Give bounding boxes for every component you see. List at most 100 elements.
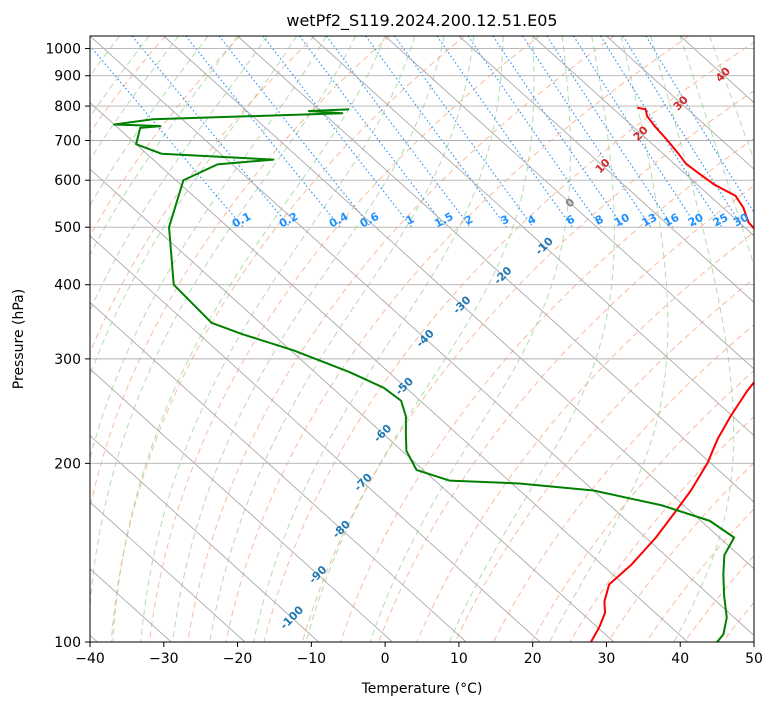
moist-adiabat-line <box>90 36 238 256</box>
dry-adiabats <box>90 36 775 642</box>
mixing-ratio-line <box>436 36 573 228</box>
mixing-ratio-line <box>492 36 625 228</box>
isotherm-line <box>90 301 467 642</box>
mixing-ratio-label: 10 <box>612 211 632 230</box>
moist-adiabat-line <box>90 36 268 312</box>
line-labels: 0.1 0.2 0.4 0.6 1 1.5 2 3 4 6 8 10 13 16 20 25 30 36-100-… <box>230 64 772 632</box>
moist-adiabat-line <box>90 36 298 377</box>
moist-adiabat-line <box>112 36 386 642</box>
x-tick-label: 50 <box>745 651 763 667</box>
moist-adiabat-line <box>305 36 535 642</box>
x-axis-label: Temperature (°C) <box>361 681 483 697</box>
x-tick-label: 20 <box>524 651 542 667</box>
dry-adiabat-line <box>263 41 754 642</box>
mixing-ratio-line <box>365 36 508 228</box>
y-axis-label: Pressure (hPa) <box>11 289 27 389</box>
isotherm-line <box>163 36 754 570</box>
moist-adiabat-line <box>709 36 754 161</box>
mixing-ratio-label: 36 <box>752 211 772 230</box>
mixing-ratio-label: 25 <box>711 211 731 230</box>
pressure-gridlines <box>90 48 754 642</box>
mixing-ratio-label: 4 <box>525 212 538 227</box>
y-tick-label: 1000 <box>45 42 81 58</box>
y-tick-label: 800 <box>54 99 81 115</box>
mixing-ratio-label: 1 <box>404 213 417 228</box>
isotherm-label: -60 <box>371 422 394 445</box>
dry-adiabat-line <box>110 36 465 642</box>
y-tick-label: 100 <box>54 635 81 651</box>
x-tick-label: −20 <box>223 651 253 667</box>
dry-adiabat-line <box>187 36 615 642</box>
moist-adiabat-line <box>90 36 357 613</box>
dry-adiabat-line <box>531 369 754 642</box>
mixing-ratio-line <box>645 36 754 214</box>
y-tick-label: 700 <box>54 133 81 149</box>
x-tick-label: −10 <box>297 651 327 667</box>
dry-adiabat-line <box>722 601 754 642</box>
moist-adiabat-line <box>449 36 615 642</box>
isotherm-line <box>458 36 754 303</box>
moist-adiabat-line <box>650 36 735 642</box>
moist-adiabat-line <box>172 36 445 642</box>
isotherm-line <box>237 36 754 503</box>
x-tick-label: 40 <box>671 651 689 667</box>
y-tick-label: 200 <box>54 456 81 472</box>
dewpoint-profile-line <box>113 108 736 642</box>
moist-adiabat-line <box>369 36 571 642</box>
isotherm-line <box>90 501 246 642</box>
mixing-ratio-line <box>467 36 602 228</box>
mixing-ratio-label: 2 <box>462 213 475 228</box>
dry-adiabat-line <box>569 415 754 642</box>
plot-frame <box>89 35 755 643</box>
plot-area: 0.1 0.2 0.4 0.6 1 1.5 2 3 4 6 8 10 13 16 20 25 30 36-100-… <box>90 36 775 642</box>
isotherm-label: -90 <box>306 563 329 586</box>
mixing-ratio-line <box>185 36 341 228</box>
y-tick-label: 500 <box>54 220 81 236</box>
x-tick-label: 0 <box>381 651 390 667</box>
moist-adiabat-line <box>90 36 150 118</box>
dry-adiabat-line <box>225 36 690 642</box>
mixing-ratio-label: 16 <box>662 211 682 230</box>
x-tick-label: −30 <box>149 651 179 667</box>
isotherm-lines <box>90 36 754 642</box>
isotherm-line <box>90 235 541 642</box>
dry-adiabat-line <box>340 137 754 642</box>
x-tick-label: 30 <box>598 651 616 667</box>
moist-adiabat-line <box>549 36 669 642</box>
isotherm-line <box>90 36 754 636</box>
isotherm-line <box>753 36 754 37</box>
temperature-profile-line <box>590 106 754 642</box>
moist-adiabat-line <box>253 36 504 642</box>
dry-adiabat-line <box>492 324 754 642</box>
mixing-ratio-line <box>600 36 723 228</box>
sounding-series <box>113 106 754 642</box>
moist-adiabat-line <box>90 36 209 207</box>
dry-adiabat-line <box>454 277 754 642</box>
isotherm-label: -100 <box>278 603 307 632</box>
isotherm-line <box>311 36 754 437</box>
dry-adiabat-line <box>645 508 754 642</box>
dry-adiabat-line <box>684 554 754 642</box>
mixing-ratio-line <box>90 44 244 228</box>
mixing-ratio-line <box>262 36 413 228</box>
dry-adiabat-line <box>761 36 775 642</box>
dry-adiabat-line <box>301 90 754 642</box>
mixing-ratio-line <box>394 36 534 228</box>
mixing-ratio-line <box>546 36 674 228</box>
mixing-ratio-label: 20 <box>686 211 706 230</box>
moist-adiabat-line <box>90 36 327 460</box>
mixing-ratio-line <box>325 36 471 228</box>
moist-adiabat-line <box>90 36 179 161</box>
dry-adiabat-line <box>90 36 391 510</box>
isotherm-line <box>384 36 754 370</box>
isotherm-line <box>90 101 688 642</box>
moist-adiabat-line <box>209 36 475 642</box>
dry-adiabat-line <box>378 184 754 642</box>
x-tick-label: 10 <box>450 651 468 667</box>
dry-adiabat-line <box>90 36 316 354</box>
y-tick-label: 600 <box>54 173 81 189</box>
isotherm-line <box>532 36 754 237</box>
x-axis-ticks: −40 −30 −20 −10 0 10 20 30 40 50 <box>75 642 763 667</box>
mixing-ratio-line <box>573 36 698 228</box>
